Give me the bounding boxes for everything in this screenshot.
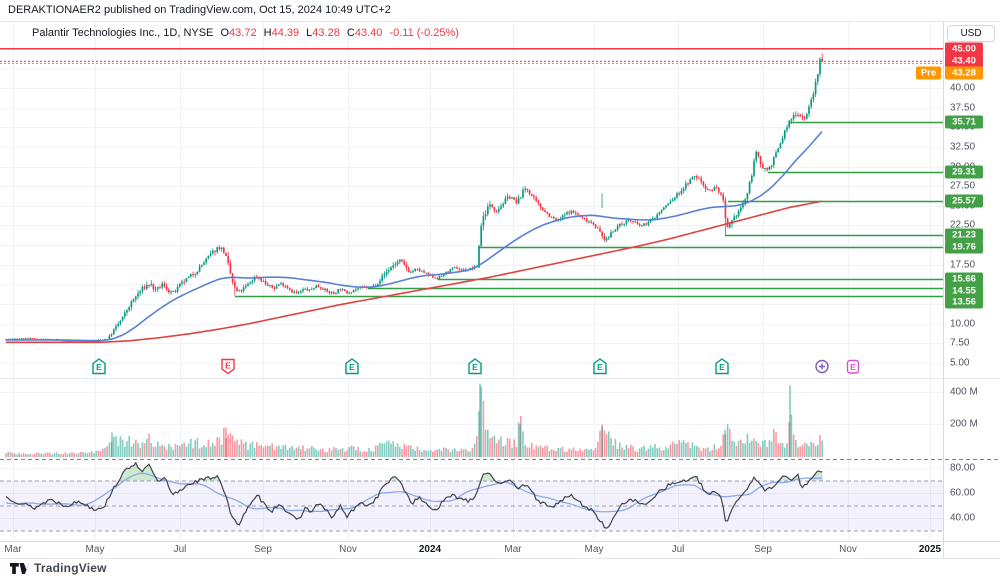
price-badge-43.40: 43.40 xyxy=(945,54,983,68)
symbol-legend: Palantir Technologies Inc., 1D, NYSE O43… xyxy=(32,27,459,39)
svg-text:E: E xyxy=(597,362,603,372)
earnings-marker-icon[interactable]: E xyxy=(221,358,236,375)
ohlc-high-label: H xyxy=(263,27,272,39)
svg-text:E: E xyxy=(719,362,725,372)
published-info-bar: DERAKTIONAER2 published on TradingView.c… xyxy=(8,4,391,16)
price-tick-label: 32.50 xyxy=(950,141,976,153)
price-tick-label: 27.50 xyxy=(950,180,976,192)
time-tick-label: May xyxy=(85,544,105,555)
price-badge-29.31: 29.31 xyxy=(945,165,983,179)
svg-text:E: E xyxy=(96,362,102,372)
price-badge-43.28: 43.28 Pre xyxy=(916,66,983,80)
rsi-tick-label: 80.00 xyxy=(950,462,976,474)
alert-plus-icon[interactable] xyxy=(815,358,830,375)
time-tick-label: Nov xyxy=(339,544,357,555)
time-tick-label: Jul xyxy=(173,544,187,555)
price-badge-13.56: 13.56 xyxy=(945,295,983,309)
price-tick-label: 10.00 xyxy=(950,318,976,329)
ohlc-high-value: 44.39 xyxy=(271,27,300,39)
price-badge-35.71: 35.71 xyxy=(945,115,983,129)
ohlc-low-value: 43.28 xyxy=(312,27,340,39)
time-tick-label: Mar xyxy=(504,544,522,555)
time-tick-label: Jul xyxy=(671,544,685,555)
change-value: -0.11 (-0.25%) xyxy=(389,27,459,39)
tradingview-wordmark: TradingView xyxy=(34,561,107,575)
volume-tick-label: 200 M xyxy=(950,418,978,430)
footer-brand[interactable]: TradingView xyxy=(10,561,107,575)
price-tick-label: 37.50 xyxy=(950,102,976,114)
earnings-marker-icon[interactable]: E xyxy=(345,358,360,375)
earnings-marker-icon[interactable]: E xyxy=(846,358,861,375)
price-badge-19.76: 19.76 xyxy=(945,240,983,254)
time-tick-label: Sep xyxy=(254,544,272,555)
time-tick-label: May xyxy=(584,544,604,555)
price-tick-label: 17.50 xyxy=(950,259,976,271)
tradingview-logo-icon xyxy=(10,562,29,574)
svg-text:E: E xyxy=(850,362,856,372)
volume-tick-label: 400 M xyxy=(950,386,978,398)
time-tick-label: 2025 xyxy=(918,544,942,555)
time-tick-label: 2024 xyxy=(418,544,442,555)
svg-text:E: E xyxy=(349,362,355,372)
ohlc-close-label: C xyxy=(346,27,355,39)
price-badge-15.66: 15.66 xyxy=(945,272,983,286)
price-scale[interactable]: 40.0037.5035.0032.5030.0027.5025.0022.50… xyxy=(916,22,1000,558)
ohlc-low-label: L xyxy=(306,27,313,39)
earnings-marker-icon[interactable]: E xyxy=(715,358,730,375)
earnings-marker-icon[interactable]: E xyxy=(468,358,483,375)
price-badge-45.00: 45.00 xyxy=(945,42,983,56)
ohlc-open-label: O xyxy=(220,27,230,39)
published-text: DERAKTIONAER2 published on TradingView.c… xyxy=(8,4,391,16)
rsi-tick-label: 40.00 xyxy=(950,512,976,524)
earnings-marker-icon[interactable]: E xyxy=(593,358,608,375)
time-tick-label: Sep xyxy=(754,544,772,555)
symbol-title[interactable]: Palantir Technologies Inc., 1D, NYSE xyxy=(32,27,214,39)
ohlc-open-value: 43.72 xyxy=(229,27,257,39)
svg-text:E: E xyxy=(472,362,478,372)
earnings-marker-icon[interactable]: E xyxy=(92,358,107,375)
price-badge-14.55: 14.55 xyxy=(945,284,983,298)
time-tick-label: Mar xyxy=(4,544,22,555)
rsi-tick-label: 60.00 xyxy=(950,487,976,499)
price-tick-label: 22.50 xyxy=(950,219,976,231)
price-tick-label: 40.00 xyxy=(950,82,976,94)
svg-text:E: E xyxy=(225,361,231,371)
time-axis[interactable]: Mar May Jul Sep Nov 2024 Mar May Jul Sep Nov 2025 xyxy=(0,541,1000,558)
premarket-prefix-badge: Pre xyxy=(916,66,941,80)
price-tick-label: 5.00 xyxy=(950,357,970,369)
price-badge-25.57: 25.57 xyxy=(945,194,983,208)
ohlc-close-value: 43.40 xyxy=(354,27,383,39)
price-tick-label: 7.50 xyxy=(950,337,970,349)
currency-button[interactable]: USD xyxy=(947,25,995,42)
price-badge-21.23: 21.23 xyxy=(945,228,983,242)
time-tick-label: Nov xyxy=(839,544,857,555)
